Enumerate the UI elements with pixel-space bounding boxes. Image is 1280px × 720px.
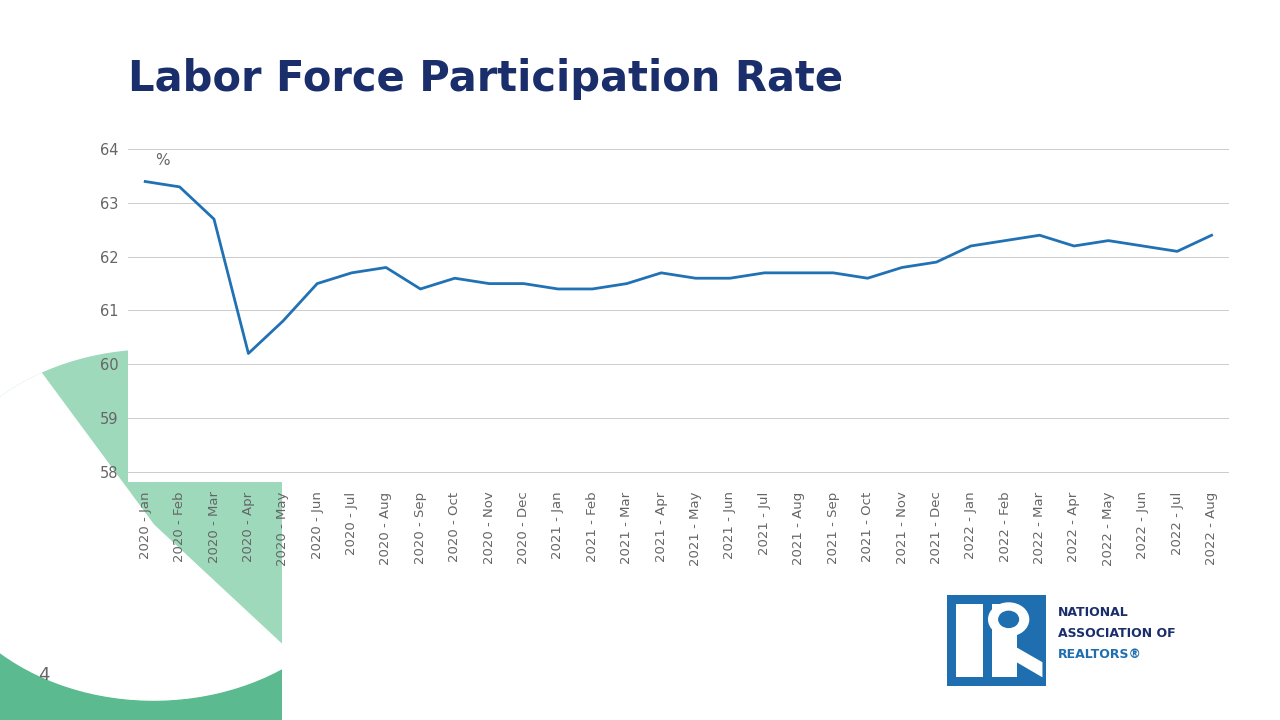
Text: Labor Force Participation Rate: Labor Force Participation Rate <box>128 58 844 99</box>
Text: 4: 4 <box>38 666 50 684</box>
FancyBboxPatch shape <box>956 604 983 678</box>
Text: REALTORS®: REALTORS® <box>1057 648 1142 662</box>
Circle shape <box>998 611 1019 627</box>
Text: ASSOCIATION OF: ASSOCIATION OF <box>1057 627 1175 640</box>
Polygon shape <box>1000 644 1042 678</box>
Text: %: % <box>156 153 170 168</box>
Text: NATIONAL: NATIONAL <box>1057 606 1129 618</box>
Circle shape <box>0 430 333 720</box>
Circle shape <box>988 603 1029 636</box>
FancyBboxPatch shape <box>992 604 1016 678</box>
Wedge shape <box>0 374 297 700</box>
FancyBboxPatch shape <box>947 595 1046 686</box>
Circle shape <box>0 350 378 700</box>
